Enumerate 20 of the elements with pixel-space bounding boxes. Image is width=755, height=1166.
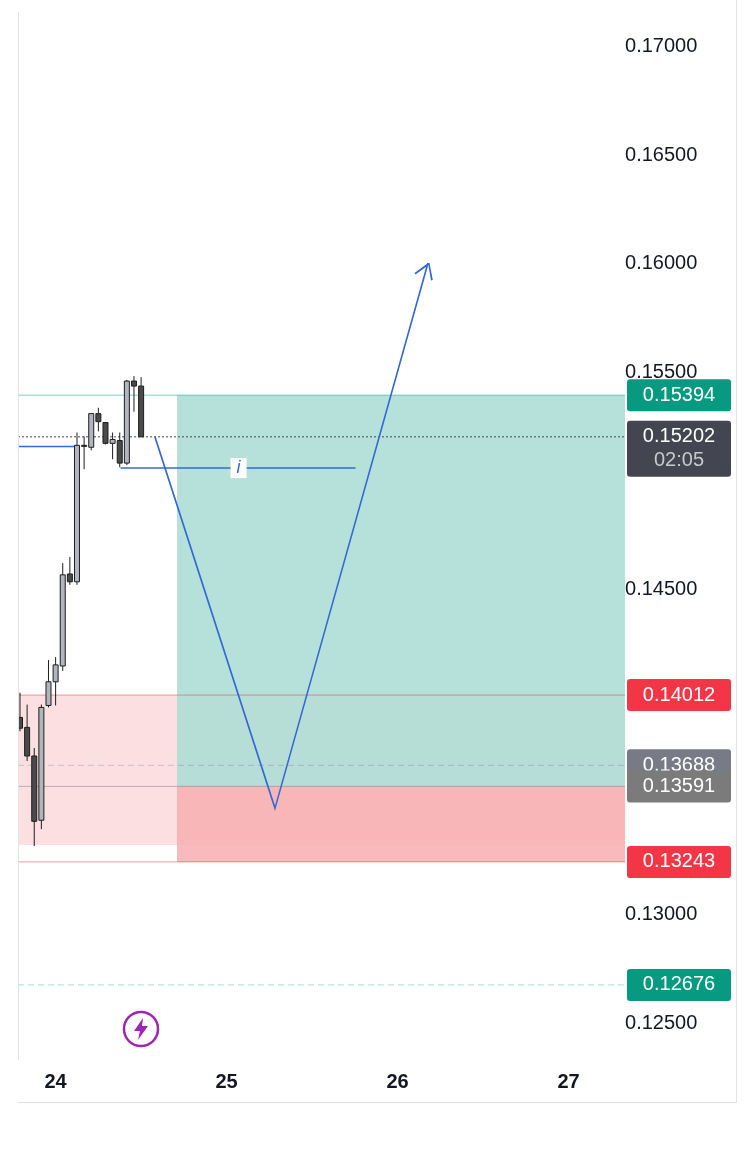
x-tick-label: 25 — [215, 1069, 238, 1092]
ref-line-label: 0.13591 — [642, 773, 716, 796]
y-tick-label: 0.16500 — [625, 142, 698, 165]
y-tick-label: 0.17000 — [625, 34, 698, 57]
ref-line-label: 0.14012 — [642, 682, 716, 705]
y-tick-label: 0.15500 — [625, 359, 698, 382]
ref-line-label: 0.13243 — [642, 849, 716, 872]
y-tick-label: 0.13000 — [625, 902, 698, 925]
y-tick-label: 0.16000 — [625, 251, 698, 274]
y-tick-label: 0.14500 — [625, 576, 698, 599]
ref-line-label: 0.15394 — [642, 382, 716, 405]
annotation: i — [236, 457, 242, 478]
x-tick-label: 27 — [557, 1069, 580, 1092]
ref-line-label: 0.15202 — [642, 424, 716, 447]
ref-line-label: 0.13688 — [642, 752, 716, 775]
ref-line-label: 0.12676 — [642, 972, 716, 995]
y-tick-label: 0.12500 — [625, 1010, 698, 1033]
x-tick-label: 26 — [386, 1069, 409, 1092]
text: 02:05 — [653, 448, 705, 471]
x-tick-label: 24 — [44, 1069, 68, 1092]
